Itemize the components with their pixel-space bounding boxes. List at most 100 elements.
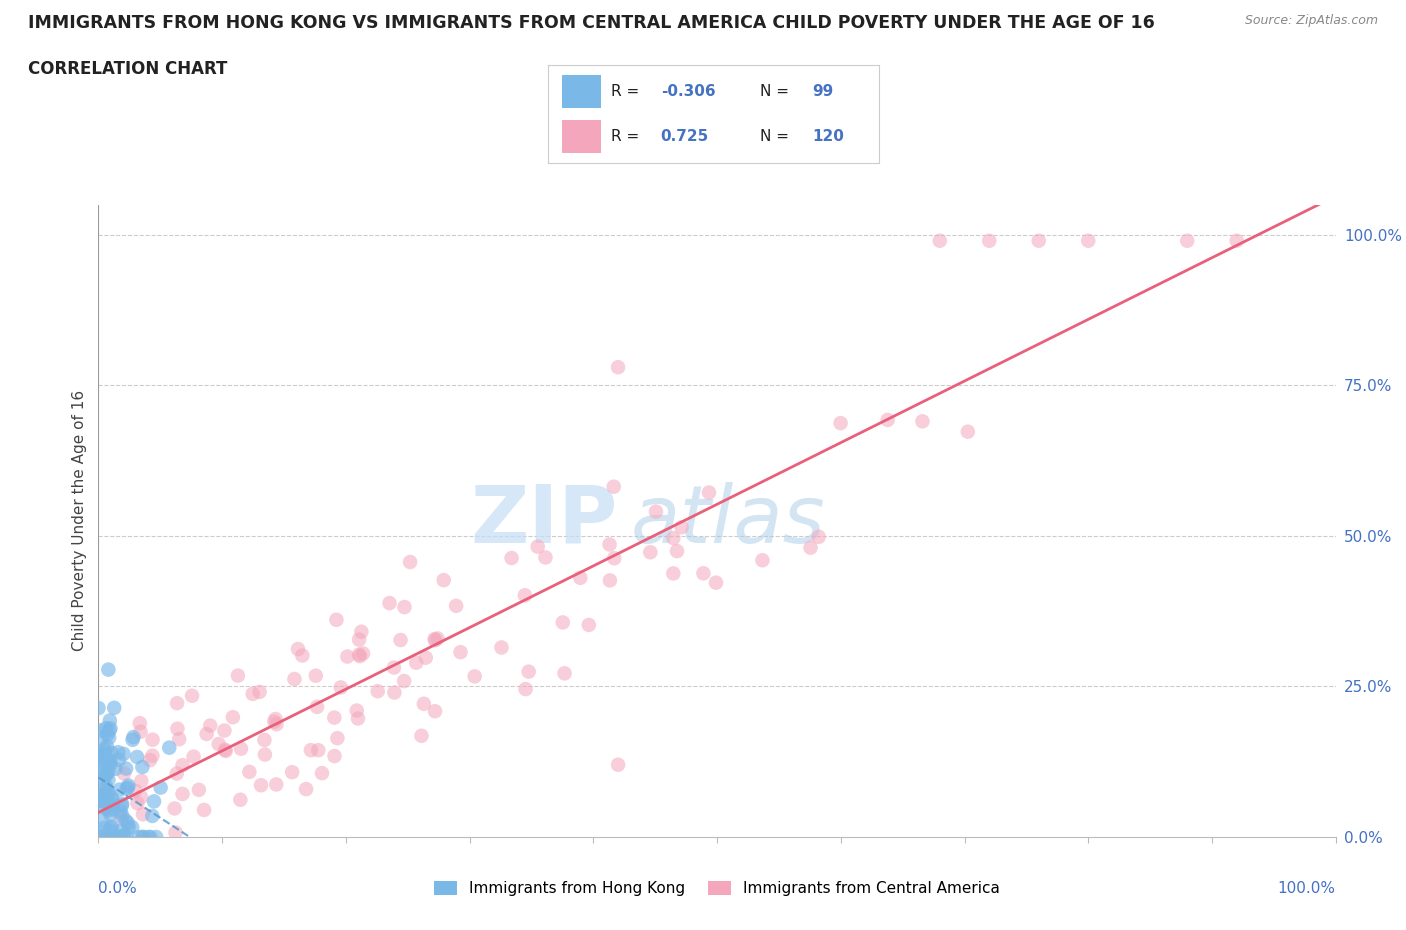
- Point: [100, 807, 122, 822]
- Point: [100, 820, 122, 835]
- Point: [91, 812, 114, 827]
- Point: [214, 724, 236, 738]
- Point: [94, 751, 117, 765]
- Point: [323, 749, 346, 764]
- Point: [229, 741, 252, 756]
- Point: [830, 416, 852, 431]
- Point: [464, 669, 486, 684]
- Point: [139, 752, 162, 767]
- Point: [1175, 233, 1198, 248]
- Point: [90, 731, 112, 746]
- Point: [607, 360, 630, 375]
- Text: 99: 99: [813, 84, 834, 99]
- Point: [607, 757, 630, 772]
- Point: [121, 820, 143, 835]
- Point: [98, 797, 121, 812]
- Point: [222, 710, 245, 724]
- Point: [291, 648, 314, 663]
- Point: [124, 783, 146, 798]
- Point: [326, 731, 349, 746]
- Point: [305, 699, 328, 714]
- Text: IMMIGRANTS FROM HONG KONG VS IMMIGRANTS FROM CENTRAL AMERICA CHILD POVERTY UNDER: IMMIGRANTS FROM HONG KONG VS IMMIGRANTS …: [28, 14, 1154, 32]
- Point: [384, 685, 406, 700]
- Point: [131, 774, 153, 789]
- Point: [283, 671, 305, 686]
- Point: [172, 787, 194, 802]
- Point: [253, 747, 276, 762]
- Point: [129, 790, 152, 804]
- Point: [662, 531, 685, 546]
- Text: atlas: atlas: [630, 482, 825, 560]
- Point: [108, 830, 131, 844]
- Point: [93, 745, 115, 760]
- Point: [115, 781, 138, 796]
- Point: [599, 537, 621, 551]
- Point: [141, 749, 163, 764]
- Point: [264, 777, 287, 792]
- Point: [103, 700, 125, 715]
- Point: [378, 595, 401, 610]
- Point: [389, 632, 412, 647]
- Point: [89, 825, 111, 840]
- Point: [101, 830, 124, 844]
- Y-axis label: Child Poverty Under the Age of 16: Child Poverty Under the Age of 16: [72, 391, 87, 651]
- Text: N =: N =: [759, 129, 793, 144]
- Point: [347, 647, 370, 662]
- Point: [405, 656, 427, 671]
- Point: [352, 646, 374, 661]
- Point: [187, 782, 209, 797]
- Point: [90, 792, 112, 807]
- Text: ZIP: ZIP: [471, 482, 619, 560]
- Point: [97, 662, 120, 677]
- Point: [111, 808, 134, 823]
- Point: [423, 704, 446, 719]
- Point: [136, 830, 159, 844]
- Point: [93, 830, 115, 844]
- Point: [551, 615, 574, 630]
- Text: Source: ZipAtlas.com: Source: ZipAtlas.com: [1244, 14, 1378, 27]
- Text: N =: N =: [759, 84, 793, 99]
- Point: [399, 554, 422, 569]
- Point: [214, 742, 236, 757]
- Point: [433, 573, 456, 588]
- Point: [112, 830, 135, 844]
- Text: 0.0%: 0.0%: [98, 882, 138, 897]
- Point: [1028, 233, 1050, 248]
- Point: [117, 816, 139, 830]
- Point: [128, 830, 150, 844]
- Point: [108, 782, 131, 797]
- Point: [97, 803, 120, 817]
- Point: [97, 785, 120, 800]
- Point: [93, 742, 115, 757]
- Point: [263, 714, 285, 729]
- Point: [491, 640, 513, 655]
- Point: [94, 801, 117, 816]
- Point: [640, 545, 662, 560]
- Point: [394, 600, 416, 615]
- Point: [91, 788, 114, 803]
- Point: [412, 697, 434, 711]
- Point: [91, 771, 114, 786]
- Point: [100, 830, 122, 844]
- Point: [101, 793, 124, 808]
- Point: [117, 819, 139, 834]
- Point: [117, 778, 139, 793]
- Point: [599, 573, 621, 588]
- Point: [96, 721, 118, 736]
- Point: [645, 504, 668, 519]
- Point: [281, 764, 304, 779]
- Point: [141, 808, 163, 823]
- Point: [101, 790, 124, 805]
- Text: 120: 120: [813, 129, 845, 144]
- Point: [107, 745, 129, 760]
- Point: [305, 669, 328, 684]
- Legend: Immigrants from Hong Kong, Immigrants from Central America: Immigrants from Hong Kong, Immigrants fr…: [427, 875, 1007, 902]
- Point: [367, 684, 389, 698]
- Point: [129, 724, 152, 739]
- Text: R =: R =: [612, 129, 644, 144]
- Point: [704, 576, 727, 591]
- Point: [336, 649, 359, 664]
- Point: [90, 748, 112, 763]
- Point: [98, 754, 121, 769]
- Point: [329, 680, 352, 695]
